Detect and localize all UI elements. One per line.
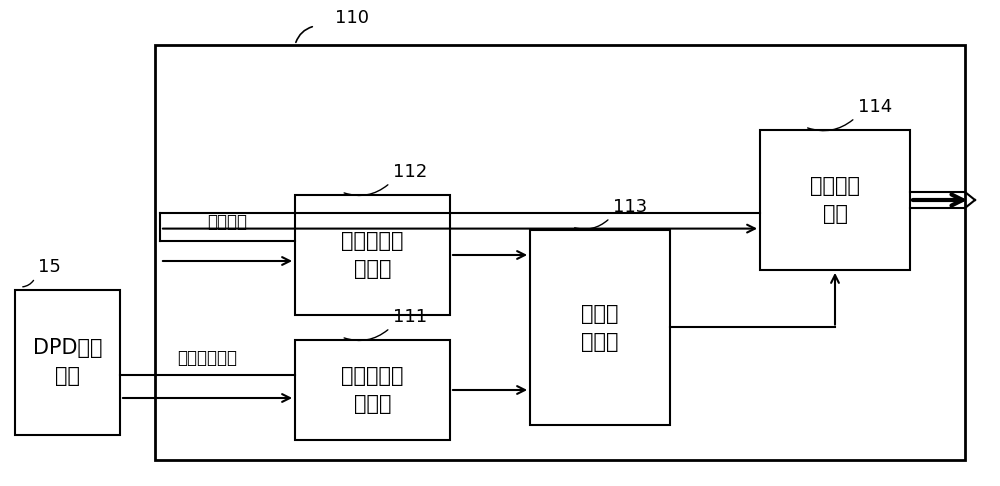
Text: 增益计
算模块: 增益计 算模块 xyxy=(581,303,619,351)
Bar xyxy=(15,290,120,435)
Text: 113: 113 xyxy=(613,198,647,216)
Bar xyxy=(295,195,450,315)
Text: 112: 112 xyxy=(393,163,427,181)
Text: 111: 111 xyxy=(393,308,427,326)
Text: 反馈信号数据: 反馈信号数据 xyxy=(178,349,238,367)
Text: DPD反馈
通道: DPD反馈 通道 xyxy=(33,339,102,386)
Text: 增益调整
模块: 增益调整 模块 xyxy=(810,176,860,224)
Text: 114: 114 xyxy=(858,98,892,116)
Text: 反馈功率计
算模块: 反馈功率计 算模块 xyxy=(341,366,404,414)
Bar xyxy=(155,45,965,460)
Bar xyxy=(760,130,910,270)
Text: 15: 15 xyxy=(38,258,61,276)
Text: 110: 110 xyxy=(335,9,369,27)
Text: 前向功率计
算模块: 前向功率计 算模块 xyxy=(341,231,404,279)
Text: 基带数据: 基带数据 xyxy=(208,212,248,230)
Bar xyxy=(295,340,450,440)
Bar xyxy=(530,230,670,425)
